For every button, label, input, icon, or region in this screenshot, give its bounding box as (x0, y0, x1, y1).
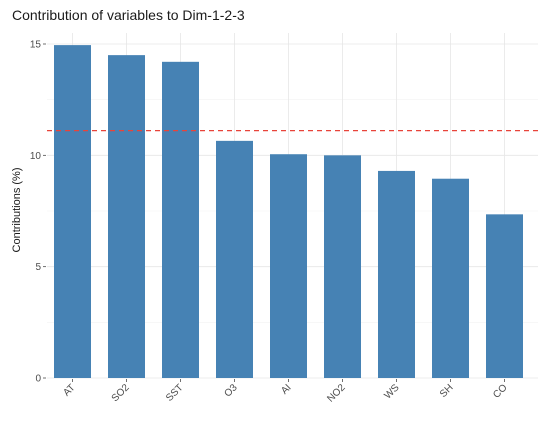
x-tick-label-at: AT (61, 382, 77, 398)
bar-sh (432, 178, 469, 378)
bars (54, 45, 523, 379)
y-tick-label: 0 (35, 374, 41, 385)
bar-ai (270, 154, 307, 378)
bar-no2 (324, 155, 361, 378)
x-tick-label-ws: WS (382, 382, 401, 401)
x-tick-label-ai: AI (279, 382, 293, 396)
x-axis: AT SO2 SST O3 AI NO2 WS SH CO (61, 379, 510, 405)
y-tick-label: 5 (35, 262, 41, 273)
bar-co (486, 214, 523, 378)
bar-so2 (108, 55, 145, 379)
y-tick-label: 15 (30, 40, 42, 51)
x-tick-label-o3: O3 (222, 382, 240, 400)
x-tick-label-sst: SST (164, 382, 186, 404)
chart-title: Contribution of variables to Dim-1-2-3 (12, 7, 245, 23)
bar-sst (162, 61, 199, 379)
bar-ws (378, 170, 415, 378)
y-tick-label: 10 (30, 151, 42, 162)
y-axis: 0 5 10 15 (30, 40, 46, 385)
y-axis-title: Contributions (%) (11, 168, 23, 253)
x-tick-label-co: CO (491, 382, 510, 401)
bar-at (54, 45, 91, 378)
x-tick-label-sh: SH (438, 382, 456, 400)
x-tick-label-no2: NO2 (325, 382, 348, 405)
x-tick-label-so2: SO2 (110, 382, 132, 404)
bar-o3 (216, 140, 253, 378)
